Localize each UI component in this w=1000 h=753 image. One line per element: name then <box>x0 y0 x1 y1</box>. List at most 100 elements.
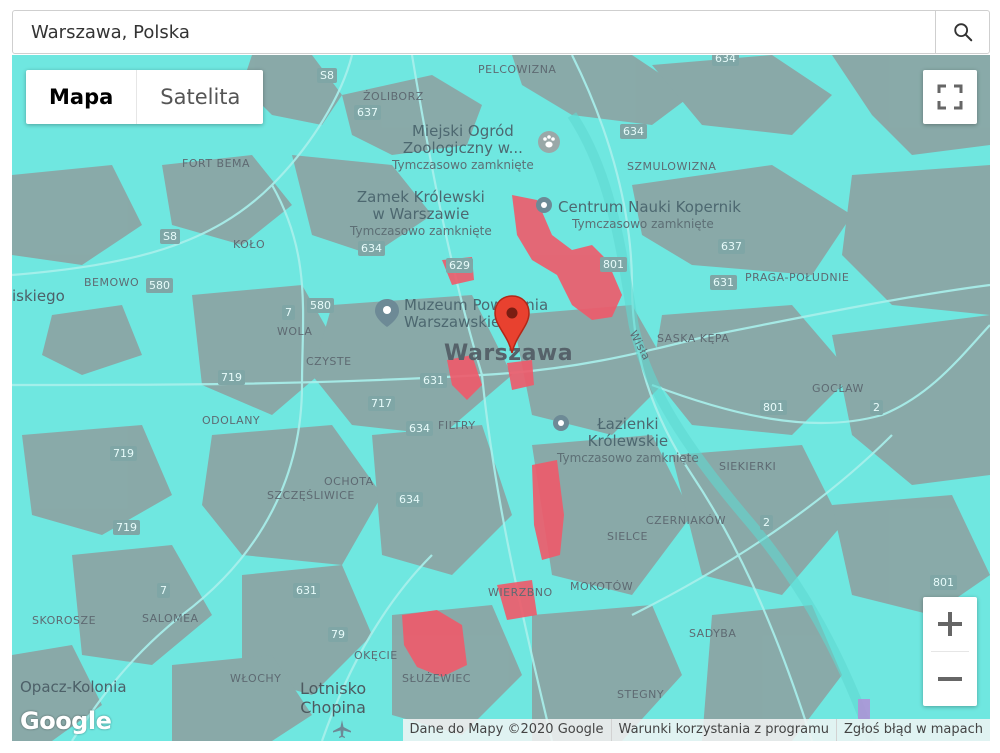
poi-lazienki-name-line2: Królewskie <box>587 432 669 450</box>
district-label: FORT BEMA <box>182 157 251 170</box>
district-label: BEMOWO <box>84 276 140 289</box>
road-shield: 629 <box>446 258 473 273</box>
road-shield: 634 <box>406 421 433 436</box>
poi-lazienki-status: Tymczasowo zamknięte <box>557 451 699 465</box>
search-input[interactable] <box>13 11 935 53</box>
district-label: PELCOWIZNA <box>478 63 557 76</box>
road-shield: 634 <box>712 55 739 66</box>
road-shield: 634 <box>620 124 647 139</box>
district-label: SZMULOWIZNA <box>627 160 717 173</box>
district-label: STEGNY <box>617 688 665 701</box>
paw-icon <box>538 131 560 153</box>
poi-castle[interactable]: Zamek Królewski w Warszawie Tymczasowo z… <box>350 189 492 240</box>
poi-zoo-status: Tymczasowo zamknięte <box>392 158 534 172</box>
district-label: MOKOTÓW <box>570 580 634 593</box>
road-shield: 634 <box>358 241 385 256</box>
district-label: ŻOLIBORZ <box>363 90 424 103</box>
district-label: SŁUŻEWIEC <box>402 672 471 685</box>
district-label: SALOMEA <box>142 612 199 625</box>
poi-zoo[interactable]: Miejski Ogród Zoologiczny w... Tymczasow… <box>392 123 534 174</box>
road-shield: 7 <box>282 305 295 320</box>
poi-airport-name-line1: Lotnisko <box>300 679 367 698</box>
district-label: FILTRY <box>438 419 476 432</box>
google-logo[interactable]: Google <box>20 707 112 735</box>
airplane-icon <box>333 720 351 738</box>
road-shield: 79 <box>328 627 348 642</box>
poi-marker-icon <box>553 415 569 431</box>
district-label: WOLA <box>277 325 313 338</box>
search-button[interactable] <box>935 11 989 53</box>
district-label: GOCŁAW <box>812 382 864 395</box>
road-shield: 637 <box>718 239 745 254</box>
district-label: PRAGA-POŁUDNIE <box>745 271 850 284</box>
report-error-link[interactable]: Zgłoś błąd w mapach <box>835 719 990 741</box>
search-icon <box>953 23 972 42</box>
road-shield: 580 <box>307 298 334 313</box>
district-label: SIELCE <box>607 530 648 543</box>
poi-airport-name-line2: Chopina <box>300 698 366 717</box>
road-shield: 634 <box>396 492 423 507</box>
map-type-map-button[interactable]: Mapa <box>26 70 138 124</box>
district-label: SASKA KĘPA <box>657 332 730 345</box>
road-shield: 2 <box>760 515 773 530</box>
place-label: iskiego <box>12 287 65 305</box>
poi-marker-icon <box>375 299 399 327</box>
road-shield: 717 <box>368 396 395 411</box>
district-label: CZERNIAKÓW <box>646 514 726 527</box>
road-shield: 719 <box>218 370 245 385</box>
fullscreen-button[interactable] <box>923 70 977 124</box>
road-shield: 637 <box>354 105 381 120</box>
poi-marker-icon <box>536 197 552 213</box>
road-shield: 719 <box>110 446 137 461</box>
road-shield: 801 <box>760 400 787 415</box>
road-shield: 801 <box>930 575 957 590</box>
road-shield: 719 <box>113 520 140 535</box>
attribution-bar: Dane do Mapy ©2020 Google Warunki korzys… <box>402 719 990 741</box>
terms-link[interactable]: Warunki korzystania z programu <box>610 719 836 741</box>
map-type-control: Mapa Satelita <box>26 70 264 124</box>
poi-castle-status: Tymczasowo zamknięte <box>350 224 492 238</box>
zoom-divider <box>931 651 969 652</box>
place-label: Opacz-Kolonia <box>20 678 127 696</box>
poi-zoo-name-line1: Miejski Ogród <box>411 122 514 140</box>
poi-kopernik-status: Tymczasowo zamknięte <box>572 217 714 231</box>
district-label: OCHOTA <box>324 475 374 488</box>
district-label: SZCZĘŚLIWICE <box>267 489 355 502</box>
road-shield: 580 <box>146 278 173 293</box>
road-shield: 801 <box>600 257 627 272</box>
zoom-control <box>923 597 977 706</box>
poi-kopernik[interactable]: Centrum Nauki Kopernik Tymczasowo zamkni… <box>558 199 741 233</box>
location-pin-icon[interactable] <box>494 295 530 355</box>
poi-kopernik-name: Centrum Nauki Kopernik <box>558 198 741 216</box>
district-label: WIERZBNO <box>488 586 553 599</box>
road-shield: 2 <box>870 400 883 415</box>
plus-icon <box>938 612 962 636</box>
district-label: CZYSTE <box>306 355 352 368</box>
minus-icon <box>938 677 962 681</box>
poi-lazienki[interactable]: Łazienki Królewskie Tymczasowo zamknięte <box>557 416 699 467</box>
district-label: OKĘCIE <box>354 649 398 662</box>
district-label: SIEKIERKI <box>719 460 777 473</box>
map-type-satellite-button[interactable]: Satelita <box>160 85 241 109</box>
district-label: SKOROSZE <box>32 614 97 627</box>
poi-lazienki-name-line1: Łazienki <box>597 415 659 433</box>
district-label: ODOLANY <box>202 414 261 427</box>
district-label: WŁOCHY <box>230 672 282 685</box>
road-shield: S8 <box>317 68 337 83</box>
poi-castle-name-line1: Zamek Królewski <box>356 188 485 206</box>
road-shield: 631 <box>293 583 320 598</box>
poi-museum-name-line2: Warszawskiego <box>404 313 519 331</box>
district-label: KOŁO <box>233 238 266 251</box>
zoom-out-button[interactable] <box>923 652 977 706</box>
road-shield: 631 <box>710 275 737 290</box>
poi-zoo-name-line2: Zoologiczny w... <box>402 139 523 157</box>
zoom-in-button[interactable] <box>923 597 977 651</box>
poi-castle-name-line2: w Warszawie <box>372 205 470 223</box>
road-shield: S8 <box>160 229 180 244</box>
map-data-credit: Dane do Mapy ©2020 Google <box>409 722 604 737</box>
poi-airport[interactable]: Lotnisko Chopina <box>300 679 366 717</box>
road-shield: 631 <box>420 373 447 388</box>
district-label: SADYBA <box>689 627 737 640</box>
search-bar <box>12 10 990 54</box>
map-canvas[interactable]: S8 S8 634 637 634 634 629 801 637 631 58… <box>12 55 990 741</box>
